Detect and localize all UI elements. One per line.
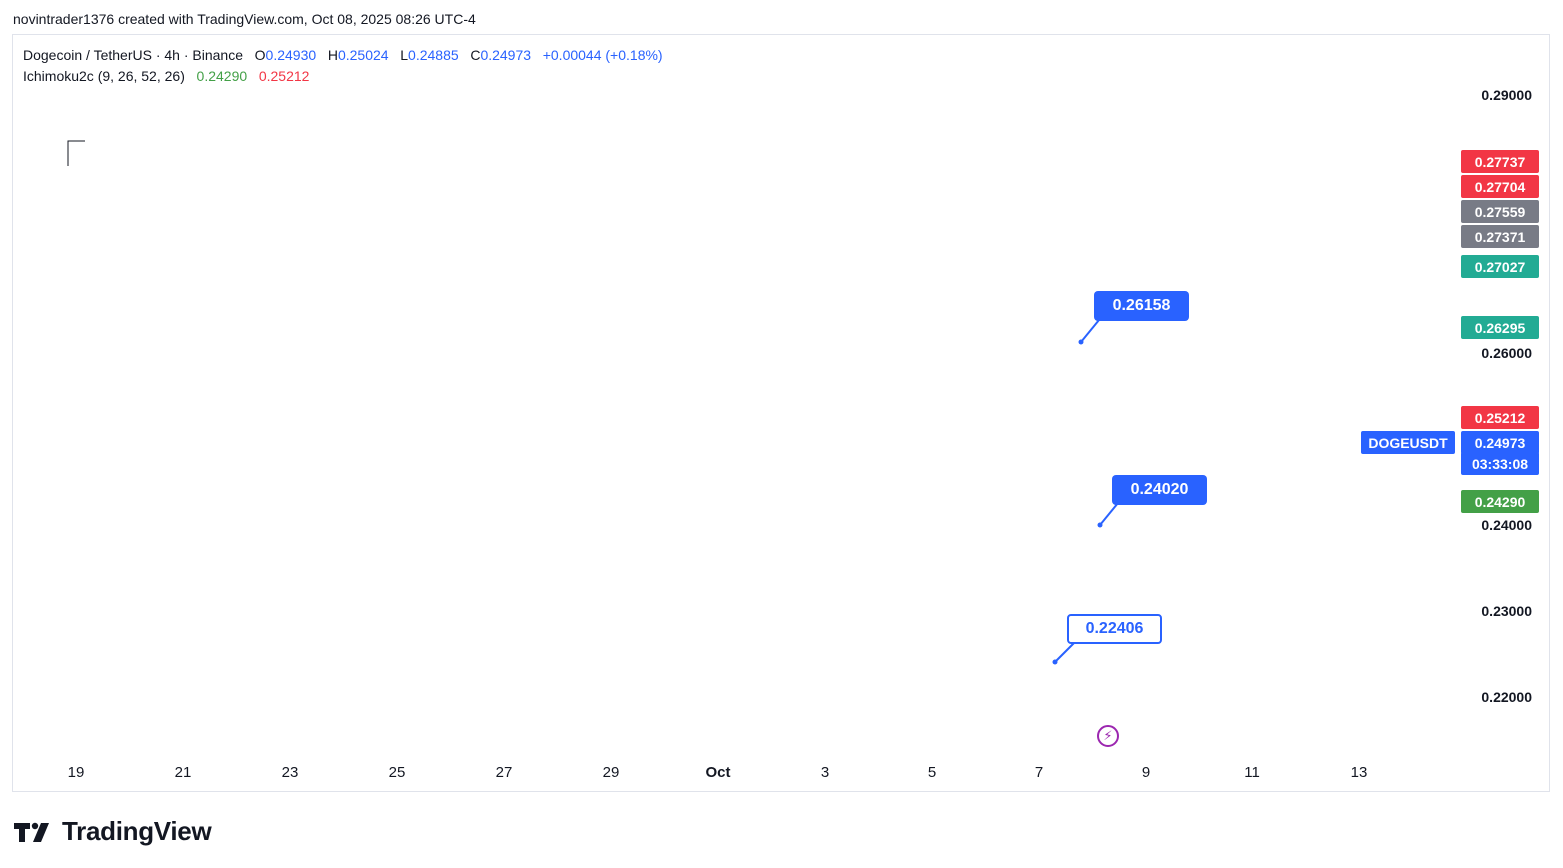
legend-indicator-value-2: 0.25212 (258, 68, 310, 84)
lightning-icon[interactable]: ⚡ (1097, 725, 1119, 747)
countdown-tag: 03:33:08 (1461, 452, 1539, 475)
callout-anchor (1097, 522, 1103, 528)
callout-pointer (1099, 502, 1119, 526)
callout-anchor (1078, 339, 1084, 345)
legend-indicator-row: Ichimoku2c (9, 26, 52, 26) 0.24290 0.252… (23, 66, 663, 87)
legend-high-value: 0.25024 (337, 47, 389, 63)
legend-indicator-value-1: 0.24290 (196, 68, 248, 84)
legend-low-label: L (400, 47, 409, 63)
callout-anchor (1052, 659, 1058, 665)
time-axis-label: 7 (1034, 764, 1044, 781)
callout-pointer (1080, 319, 1100, 343)
time-axis-label: Oct (705, 764, 731, 781)
price-callout[interactable]: 0.26158 (1094, 291, 1189, 321)
price-tag: 0.27737 (1461, 150, 1539, 173)
legend-open-label: O (254, 47, 266, 63)
legend-indicator-name: Ichimoku2c (9, 26, 52, 26) (23, 68, 185, 84)
chart-frame (12, 34, 1550, 792)
time-axis-label: 11 (1244, 764, 1260, 781)
tradingview-logo-text: TradingView (62, 816, 212, 846)
price-axis-label: 0.29000 (1481, 87, 1532, 103)
price-tag: 0.27704 (1461, 175, 1539, 198)
legend-close-label: C (470, 47, 481, 63)
time-axis-label: 21 (174, 764, 192, 781)
drawn-lines (67, 140, 1119, 665)
legend-symbol: Dogecoin / TetherUS · 4h · Binance (23, 47, 243, 63)
price-axis-label: 0.22000 (1481, 689, 1532, 705)
price-axis-label: 0.23000 (1481, 603, 1532, 619)
price-tag: 0.27559 (1461, 200, 1539, 223)
chart-legend: Dogecoin / TetherUS · 4h · Binance O0.24… (23, 45, 663, 87)
time-axis-label: 25 (388, 764, 406, 781)
price-callout[interactable]: 0.22406 (1067, 614, 1162, 644)
time-axis-label: 9 (1141, 764, 1151, 781)
price-axis-label: 0.24000 (1481, 517, 1532, 533)
price-tag: 0.27371 (1461, 225, 1539, 248)
legend-low-value: 0.24885 (408, 47, 459, 63)
legend-change: +0.00044 (+0.18%) (542, 47, 663, 63)
price-tag: 0.27027 (1461, 255, 1539, 278)
chart-credit: novintrader1376 created with TradingView… (13, 11, 476, 27)
time-axis-label: 29 (602, 764, 620, 781)
legend-high-label: H (327, 47, 338, 63)
price-callout[interactable]: 0.24020 (1112, 475, 1207, 505)
tradingview-logo: TradingView (14, 816, 212, 847)
price-axis-label: 0.26000 (1481, 345, 1532, 361)
price-tag: 0.26295 (1461, 316, 1539, 339)
time-axis-label: 19 (67, 764, 85, 781)
time-axis-label: 5 (927, 764, 937, 781)
time-axis-label: 3 (820, 764, 830, 781)
time-axis-label: 13 (1350, 764, 1368, 781)
marker-line (67, 140, 85, 166)
tradingview-logo-icon (14, 822, 49, 842)
symbol-tag: DOGEUSDT (1361, 431, 1455, 454)
time-axis-label: 27 (495, 764, 513, 781)
last-price-tag: 0.24973 (1461, 431, 1539, 454)
time-axis-label: 23 (281, 764, 299, 781)
legend-close-value: 0.24973 (480, 47, 532, 63)
price-tag: 0.24290 (1461, 490, 1539, 513)
legend-ohlc-row: Dogecoin / TetherUS · 4h · Binance O0.24… (23, 45, 663, 66)
legend-open-value: 0.24930 (265, 47, 317, 63)
price-tag: 0.25212 (1461, 406, 1539, 429)
callout-pointer (1054, 641, 1076, 663)
